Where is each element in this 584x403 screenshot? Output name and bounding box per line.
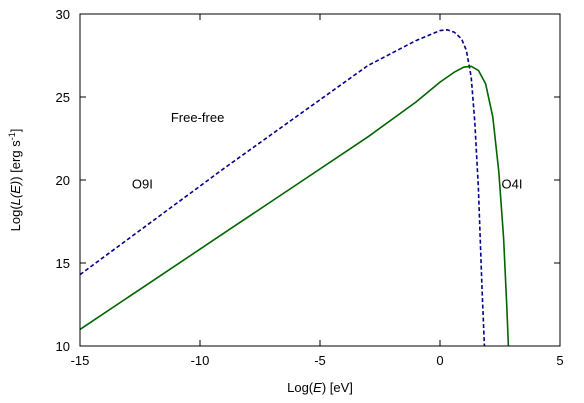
y-tick-label: 30 (56, 7, 70, 22)
series-line-o9i (79, 28, 486, 347)
y-tick-label: 10 (56, 339, 70, 354)
x-tick-label: 5 (556, 353, 563, 368)
axis-ticks: -15 -10 -5 0 5 10 15 20 25 30 (56, 7, 564, 368)
annotation: O9I (132, 176, 153, 191)
x-tick-label: -15 (71, 353, 90, 368)
y-axis-label: Log(L(E)) [erg s-1] (7, 129, 23, 232)
x-tick-label: -5 (314, 353, 326, 368)
annotations: Free-free O9I O4I (132, 110, 523, 191)
x-axis-label: Log(E) [eV] (287, 380, 353, 395)
annotation: O4I (502, 176, 523, 191)
y-tick-label: 15 (56, 256, 70, 271)
series-line-o4i (79, 65, 510, 347)
y-tick-label: 20 (56, 173, 70, 188)
plot-curves (79, 28, 510, 347)
x-tick-label: -10 (191, 353, 210, 368)
x-tick-label: 0 (436, 353, 443, 368)
annotation: Free-free (171, 110, 224, 125)
y-tick-label: 25 (56, 90, 70, 105)
